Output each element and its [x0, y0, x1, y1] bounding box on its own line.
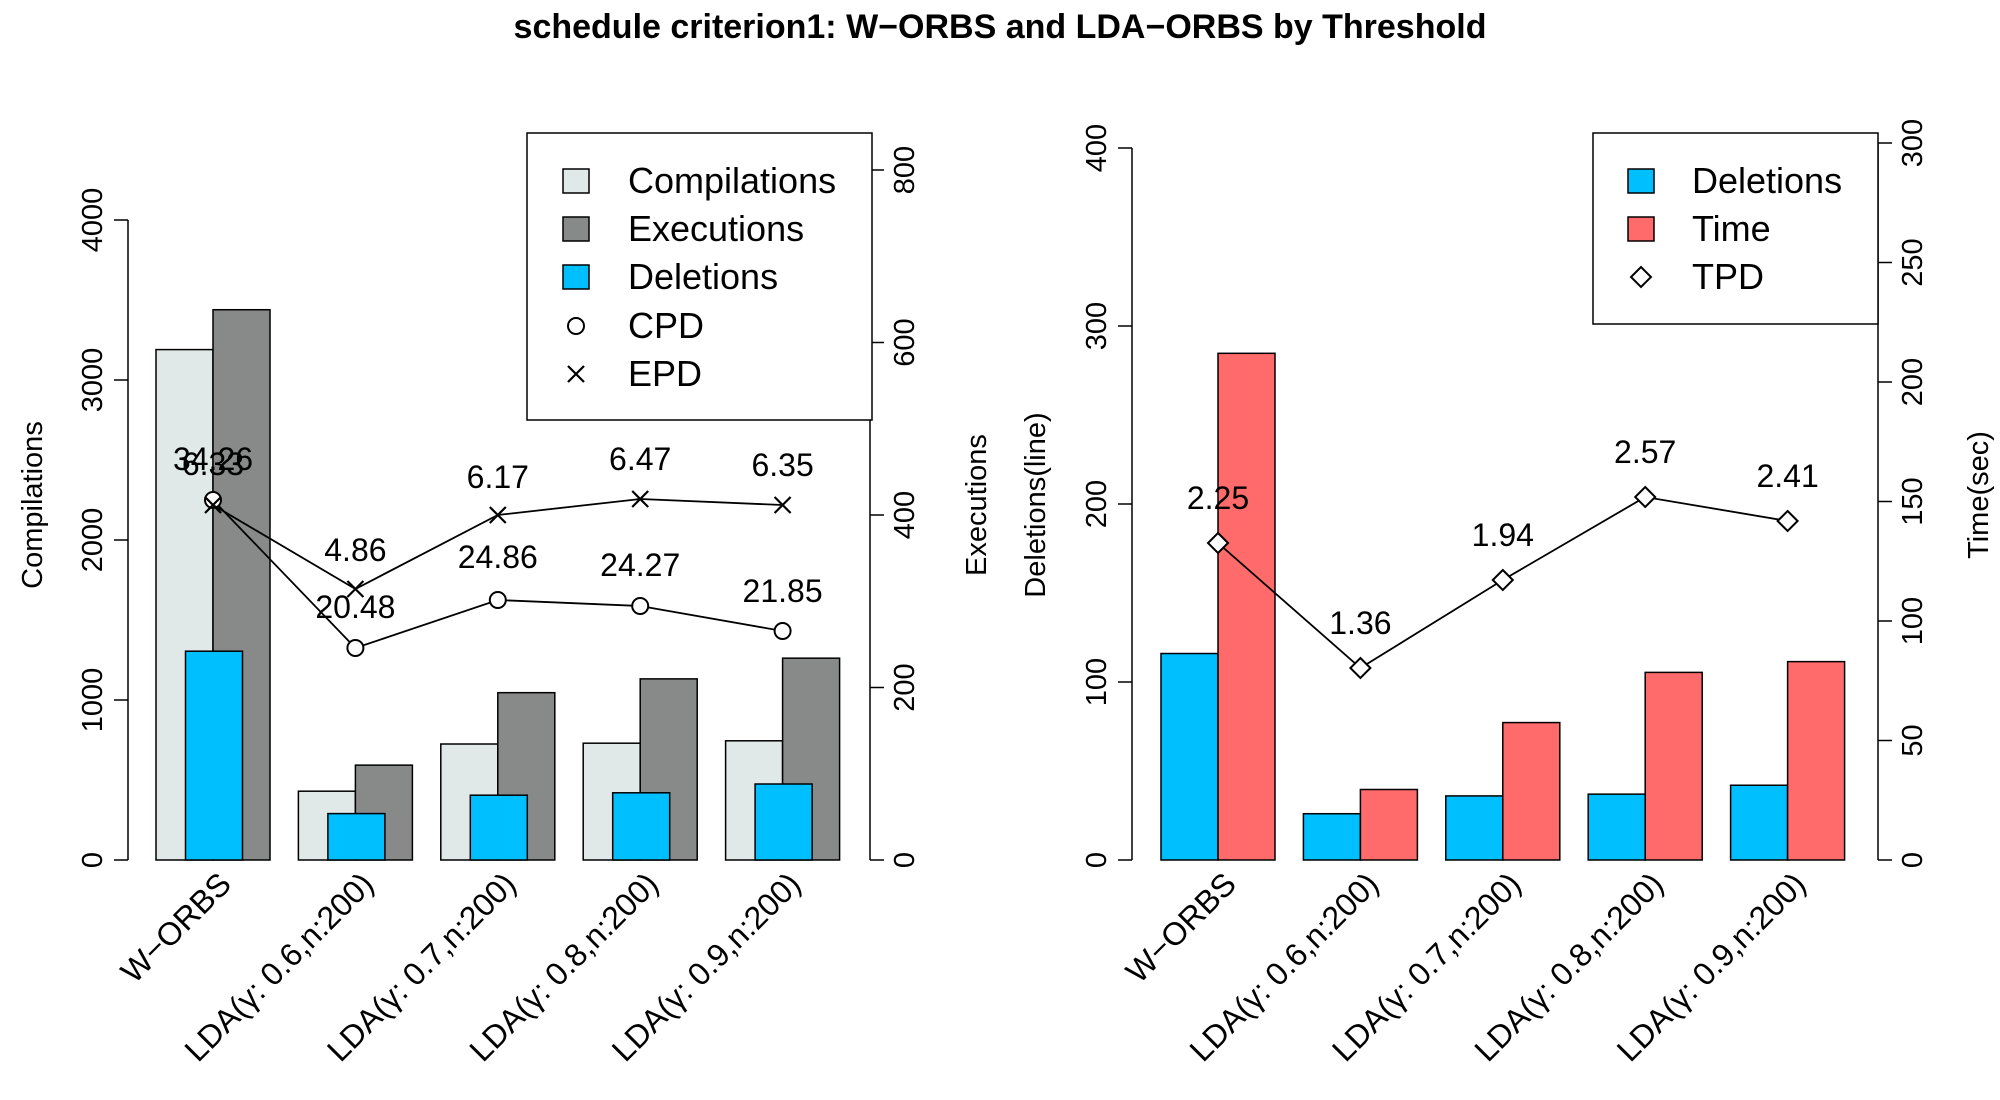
- y-tick-label-right: 400: [889, 491, 921, 539]
- legend-label: Compilations: [628, 160, 836, 201]
- y-axis-label-right: Executions: [961, 434, 993, 576]
- epd-point: [204, 496, 222, 514]
- chart-right: 2.25 1.36 1.94 2.57 2.41 0 100 200 300 400 Deletio…: [1020, 119, 1995, 1068]
- tpd-point: [1491, 568, 1515, 592]
- legend-label: Deletions: [1692, 160, 1842, 201]
- epd-label: 6.17: [467, 459, 529, 495]
- legend-label: Executions: [628, 208, 804, 249]
- y-axis-label-left: Compilations: [17, 421, 49, 589]
- epd-label: 4.86: [324, 532, 386, 568]
- legend-swatch: [562, 216, 590, 242]
- bar-deletions: [469, 794, 529, 861]
- y-axis-label-left: Deletions(line): [1020, 412, 1052, 597]
- epd-point: [773, 496, 792, 514]
- cpd-label: 21.85: [743, 573, 823, 609]
- tpd-point: [1206, 531, 1230, 555]
- bar-time: [1217, 352, 1276, 861]
- tpd-label: 2.25: [1187, 480, 1249, 516]
- y-tick-label-left: 1000: [77, 668, 109, 733]
- bar-deletions: [1729, 784, 1789, 861]
- y-tick-label-left: 0: [1081, 852, 1113, 868]
- y-tick-label-right: 0: [1897, 852, 1929, 868]
- cpd-point: [488, 591, 507, 609]
- y-tick-label-right: 800: [889, 146, 921, 194]
- bar-time: [1359, 788, 1419, 861]
- legend-marker: [567, 317, 585, 335]
- legend-label: Time: [1692, 208, 1771, 249]
- y-tick-label-right: 600: [889, 318, 921, 366]
- cpd-label: 34.26: [173, 441, 253, 477]
- tpd-point: [1776, 509, 1800, 533]
- y-tick-label-left: 2000: [77, 508, 109, 573]
- y-tick-label-right: 300: [1897, 119, 1929, 167]
- epd-point: [631, 490, 649, 508]
- bar-deletions: [611, 792, 671, 861]
- legend-swatch: [1627, 168, 1655, 194]
- y-axis-label-right: Time(sec): [1963, 431, 1995, 559]
- epd-label: 6.47: [609, 441, 671, 477]
- cpd-point: [631, 597, 650, 615]
- legend-label: CPD: [628, 305, 704, 346]
- chart-title: schedule criterion1: W−ORBS and LDA−ORBS…: [514, 8, 1487, 46]
- y-tick-label-right: 150: [1897, 477, 1929, 525]
- bar-time: [1786, 660, 1846, 861]
- y-tick-label-right: 200: [889, 663, 921, 711]
- epd-label: 6.35: [751, 447, 813, 483]
- y-tick-label-left: 300: [1081, 302, 1113, 350]
- tpd-label: 2.41: [1756, 458, 1818, 494]
- x-tick-label: W−ORBS: [114, 865, 238, 989]
- bar-deletions: [184, 650, 244, 861]
- bar-deletions: [1160, 652, 1219, 861]
- y-tick-label-right: 200: [1897, 358, 1929, 406]
- bar-time: [1502, 721, 1561, 861]
- cpd-point: [346, 639, 365, 657]
- legend-label: Deletions: [628, 256, 778, 297]
- epd-point: [346, 580, 365, 598]
- epd-point: [489, 506, 507, 524]
- bar-deletions: [1587, 793, 1646, 861]
- cpd-label: 20.48: [315, 589, 395, 625]
- tpd-point: [1633, 485, 1657, 509]
- y-tick-label-left: 100: [1081, 658, 1113, 706]
- cpd-label: 24.86: [458, 539, 538, 575]
- bar-deletions: [1445, 795, 1504, 861]
- y-tick-label-left: 4000: [77, 188, 109, 253]
- tpd-label: 1.94: [1472, 517, 1534, 553]
- y-tick-label-right: 50: [1897, 724, 1929, 756]
- legend-label: TPD: [1692, 256, 1764, 297]
- cpd-point: [204, 491, 222, 509]
- legend-marker: [567, 365, 585, 383]
- x-tick-label: W−ORBS: [1119, 865, 1243, 989]
- epd-label: 6.33: [182, 446, 244, 482]
- chart-left: 34.26 20.48 24.86 24.27 21.85 6.33 4.86 6.17 6.4…: [17, 132, 993, 1068]
- bar-time: [1644, 671, 1703, 861]
- y-tick-label-left: 3000: [77, 348, 109, 413]
- tpd-label: 2.57: [1614, 434, 1676, 470]
- y-tick-label-left: 400: [1081, 124, 1113, 172]
- cpd-point: [773, 622, 792, 640]
- legend-swatch: [562, 264, 590, 290]
- bar-deletions: [327, 812, 386, 861]
- y-tick-label-right: 100: [1897, 597, 1929, 645]
- y-tick-label-right: 0: [889, 852, 921, 868]
- legend-swatch: [562, 168, 590, 194]
- y-tick-label-right: 250: [1897, 238, 1929, 286]
- y-tick-label-left: 0: [77, 852, 109, 868]
- legend-swatch: [1627, 216, 1655, 242]
- bar-deletions: [754, 783, 813, 861]
- cpd-label: 24.27: [600, 547, 680, 583]
- legend-marker: [1629, 265, 1653, 289]
- bar-deletions: [1302, 812, 1362, 861]
- legend-right: Deletions Time TPD: [1592, 132, 1879, 325]
- tpd-label: 1.36: [1329, 605, 1391, 641]
- y-tick-label-left: 200: [1081, 480, 1113, 528]
- tpd-point: [1348, 656, 1372, 680]
- legend-label: EPD: [628, 353, 702, 394]
- legend-left: Compilations Executions Deletions CPD EPD: [526, 132, 873, 421]
